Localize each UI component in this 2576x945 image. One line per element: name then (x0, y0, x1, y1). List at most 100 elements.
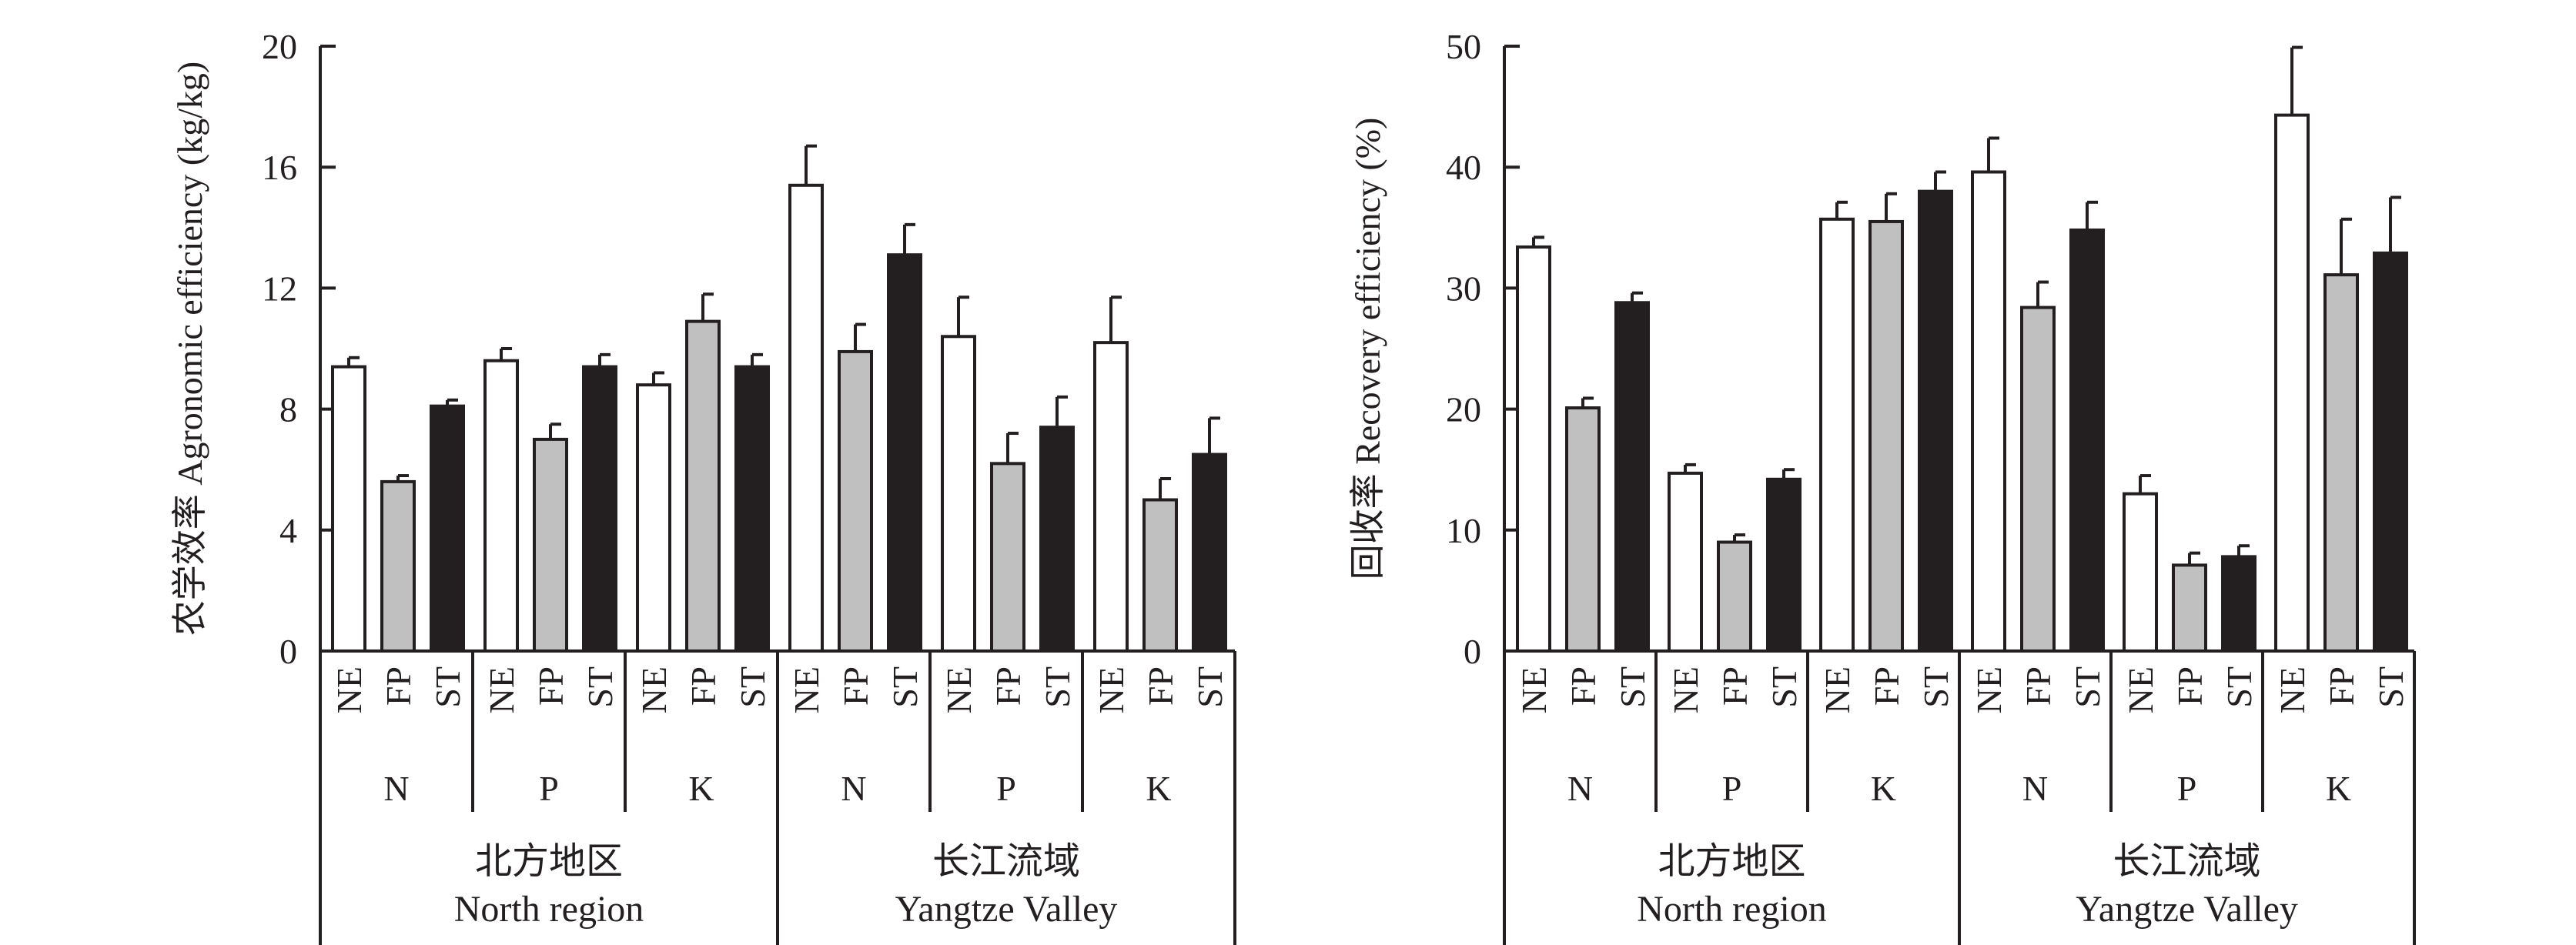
nutrient-label: N (2022, 769, 2048, 808)
bar-fp-k (1142, 498, 1178, 653)
treatment-label: NE (634, 666, 674, 713)
treatment-label: ST (885, 666, 925, 708)
nutrient-label: P (1722, 769, 1742, 808)
y-tick-label: 20 (262, 27, 297, 66)
nutrient-label: N (383, 769, 409, 808)
nutrient-label: N (1567, 769, 1593, 808)
treatment-label: NE (1969, 666, 2009, 713)
treatment-label: ST (733, 666, 772, 708)
bar-fp-k (1868, 219, 1904, 653)
treatment-label: FP (1715, 666, 1755, 706)
bar-fp-p (533, 437, 568, 653)
treatment-label: ST (1190, 666, 1229, 708)
nutrient-label: P (996, 769, 1016, 808)
treatment-label: FP (684, 666, 723, 706)
treatment-label: NE (1818, 666, 1857, 713)
bar-ne-k (1819, 217, 1855, 653)
treatment-label: ST (2371, 666, 2410, 708)
y-tick-label: 8 (279, 390, 297, 429)
treatment-label: ST (580, 666, 620, 708)
bar-st-k (1918, 189, 1953, 653)
treatment-label: FP (379, 666, 418, 706)
treatment-label: ST (1916, 666, 1955, 708)
y-tick-label: 40 (1446, 148, 1481, 187)
nutrient-label: N (841, 769, 866, 808)
y-tick-label: 50 (1446, 27, 1481, 66)
region-label-cn: 北方地区 (1658, 841, 1805, 882)
y-axis-title: 农学效率 Agronomic efficiency (kg/kg) (170, 62, 209, 636)
bar-ne-k (2274, 113, 2310, 653)
bar-ne-p (2123, 492, 2158, 653)
treatment-label: NE (482, 666, 521, 713)
treatment-label: FP (836, 666, 875, 706)
treatment-label: FP (2019, 666, 2058, 706)
nutrient-label: K (688, 769, 714, 808)
y-axis-title: 回收率 Recovery efficiency (%) (1348, 118, 1387, 580)
nutrient-label: P (2177, 769, 2197, 808)
y-tick-label: 0 (279, 632, 297, 671)
region-label-en: North region (1637, 889, 1827, 930)
bar-ne-n (788, 183, 824, 653)
treatment-label: ST (428, 666, 467, 708)
bar-st-p (1766, 477, 1802, 653)
treatment-label: NE (2273, 666, 2312, 713)
nutrient-label: P (539, 769, 559, 808)
region-label-cn: 北方地区 (475, 841, 623, 882)
treatment-label: FP (989, 666, 1028, 706)
bar-st-n (1614, 301, 1650, 653)
region-label-en: Yangtze Valley (2076, 889, 2298, 930)
bar-fp-p (1717, 540, 1752, 653)
bar-fp-p (2172, 563, 2207, 653)
treatment-label: NE (330, 666, 369, 713)
nutrient-label: K (1146, 769, 1171, 808)
bar-fp-n (838, 349, 873, 653)
bar-fp-k (2323, 273, 2359, 653)
nutrient-label: K (1871, 769, 1896, 808)
bar-st-k (734, 365, 770, 653)
bar-ne-n (331, 365, 366, 653)
bar-fp-n (380, 479, 416, 653)
y-tick-label: 30 (1446, 269, 1481, 308)
treatment-label: ST (1765, 666, 1804, 708)
bar-st-k (2373, 251, 2408, 653)
bar-st-k (1192, 452, 1227, 653)
treatment-label: NE (1514, 666, 1554, 713)
y-tick-label: 12 (262, 269, 297, 308)
bar-ne-p (941, 335, 976, 653)
bar-ne-k (1093, 341, 1129, 653)
bar-st-n (2069, 228, 2105, 653)
nutrient-label: K (2326, 769, 2351, 808)
treatment-label: NE (2121, 666, 2160, 713)
region-label-en: North region (454, 889, 644, 930)
treatment-label: ST (1613, 666, 1652, 708)
treatment-label: NE (1666, 666, 1705, 713)
chart-panel-1: 0 4 8 12 16 20 农学效率 Agronomic efficiency (kg/k… (170, 27, 1236, 945)
bar-st-p (2221, 555, 2257, 653)
treatment-label: NE (787, 666, 826, 713)
treatment-label: FP (1867, 666, 1906, 706)
y-tick-label: 16 (262, 148, 297, 187)
bar-ne-n (1516, 245, 1551, 653)
treatment-label: ST (2220, 666, 2259, 708)
bar-st-p (582, 365, 617, 653)
y-tick-label: 0 (1464, 632, 1481, 671)
treatment-label: NE (1092, 666, 1131, 713)
bar-ne-k (636, 383, 671, 653)
treatment-label: ST (1038, 666, 1077, 708)
treatment-label: FP (531, 666, 570, 706)
region-label-cn: 长江流域 (932, 841, 1080, 882)
y-tick-label: 4 (279, 511, 297, 550)
y-tick-label: 10 (1446, 511, 1481, 550)
region-label-cn: 长江流域 (2113, 841, 2260, 882)
y-tick-label: 20 (1446, 390, 1481, 429)
bar-fp-n (1565, 406, 1601, 653)
treatment-label: NE (939, 666, 979, 713)
chart-panel-2: 0 10 20 30 40 50 回收率 Recovery efficiency (%) NE… (1348, 27, 2416, 945)
bar-fp-k (685, 319, 721, 653)
bar-st-p (1039, 426, 1075, 653)
bar-st-n (887, 253, 922, 653)
treatment-label: FP (2322, 666, 2361, 706)
bar-fp-p (990, 462, 1025, 653)
